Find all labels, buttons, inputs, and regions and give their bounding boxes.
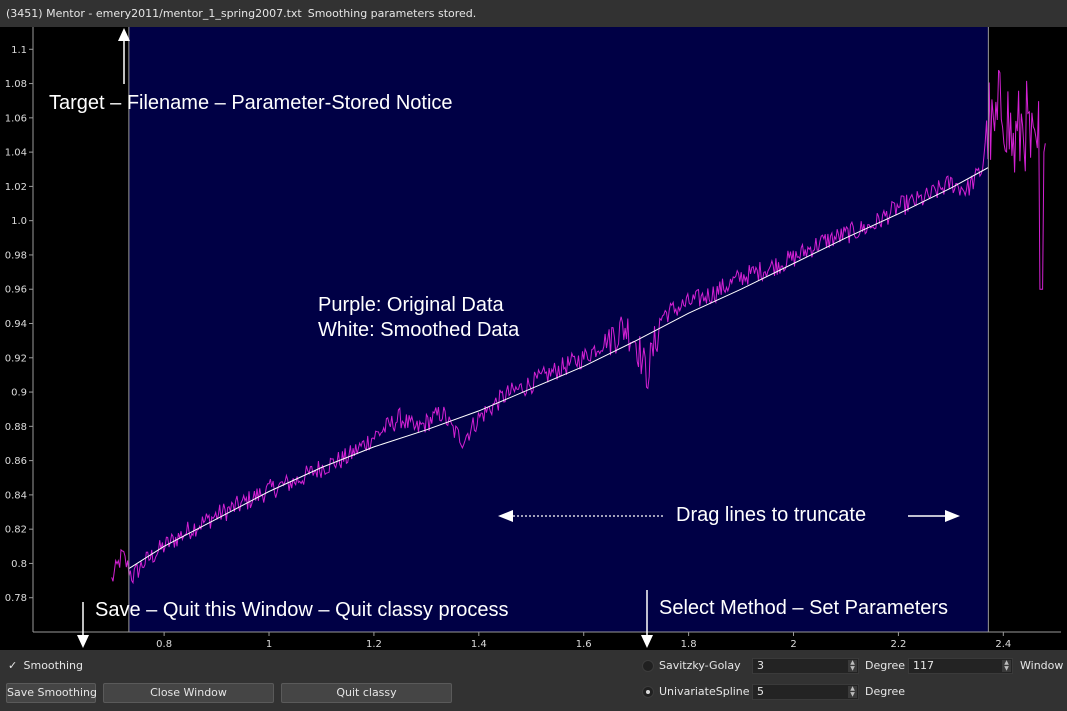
arrowhead-left-icon <box>498 510 513 522</box>
x-tick-label: 2 <box>790 639 796 650</box>
y-tick-label: 1.02 <box>5 182 27 193</box>
window-title: (3451) Mentor - emery2011/mentor_1_sprin… <box>6 7 302 20</box>
x-tick-label: 2.4 <box>995 639 1011 650</box>
sg-window-label: Window <box>1020 659 1064 672</box>
y-tick-label: 1.06 <box>5 113 27 124</box>
axes: 0.8 1 1.2 1.4 1.6 1.8 2 2.2 2.4 0.78 0.8 0.82 0.84 0.… <box>5 27 1061 650</box>
save-smoothing-button[interactable]: Save Smoothing <box>6 683 97 703</box>
x-tick-label: 1 <box>266 639 272 650</box>
quit-classy-button[interactable]: Quit classy <box>281 683 452 703</box>
spin-arrows-icon[interactable]: ▲ ▼ <box>1002 660 1011 672</box>
y-tick-label: 0.9 <box>11 388 27 399</box>
annotation-top: Target – Filename – Parameter-Stored Not… <box>49 92 453 114</box>
spin-arrows-icon[interactable]: ▲ ▼ <box>848 660 857 672</box>
x-tick-label: 1.8 <box>681 639 697 650</box>
univariate-spline-label: UnivariateSpline <box>659 685 750 698</box>
us-degree-spinbox[interactable]: 5 ▲ ▼ <box>752 684 859 700</box>
sg-window-value: 117 <box>913 659 934 672</box>
y-tick-label: 0.94 <box>5 319 27 330</box>
control-panel: ✓ Smoothing Save Smoothing Close Window … <box>0 650 1067 711</box>
arrowhead-up-icon <box>118 28 130 41</box>
title-bar: (3451) Mentor - emery2011/mentor_1_sprin… <box>0 0 1067 27</box>
legend-smoothed: White: Smoothed Data <box>318 319 520 341</box>
y-tick-label: 0.78 <box>5 593 27 604</box>
smoothing-label: Smoothing <box>23 659 83 672</box>
y-tick-label: 1.04 <box>5 148 27 159</box>
annotation-bottom-left: Save – Quit this Window – Quit classy pr… <box>95 599 509 621</box>
annotation-drag: Drag lines to truncate <box>676 504 866 526</box>
arrowhead-right-icon <box>945 510 960 522</box>
smoothing-checkbox[interactable]: ✓ Smoothing <box>8 658 83 674</box>
sg-degree-spinbox[interactable]: 3 ▲ ▼ <box>752 658 859 674</box>
sg-degree-label: Degree <box>865 659 906 672</box>
x-tick-label: 1.6 <box>576 639 592 650</box>
us-degree-label: Degree <box>865 685 906 698</box>
arrowhead-down-right-icon <box>641 635 653 648</box>
smoothed-data-line <box>128 167 989 570</box>
sg-degree-value: 3 <box>757 659 764 672</box>
x-tick-label: 0.8 <box>156 639 172 650</box>
original-data-line <box>111 69 1046 585</box>
y-tick-label: 0.82 <box>5 525 27 536</box>
selected-range <box>128 27 989 632</box>
us-degree-value: 5 <box>757 685 764 698</box>
smoothing-plot[interactable]: 0.8 1 1.2 1.4 1.6 1.8 2 2.2 2.4 0.78 0.8 0.82 0.84 0.… <box>0 27 1067 650</box>
y-tick-label: 0.86 <box>5 456 27 467</box>
y-tick-label: 1.1 <box>11 45 27 56</box>
savitzky-golay-radio[interactable] <box>642 660 654 672</box>
y-tick-label: 1.0 <box>11 216 27 227</box>
plot-canvas[interactable]: 0.8 1 1.2 1.4 1.6 1.8 2 2.2 2.4 0.78 0.8 0.82 0.84 0.… <box>0 27 1067 650</box>
y-tick-label: 1.08 <box>5 79 27 90</box>
arrowhead-down-left-icon <box>77 635 89 648</box>
legend-original: Purple: Original Data <box>318 294 505 316</box>
x-tick-label: 2.2 <box>890 639 906 650</box>
annotation-arrows <box>77 28 960 648</box>
x-tick-label: 1.4 <box>471 639 487 650</box>
annotation-bottom-right: Select Method – Set Parameters <box>659 597 948 619</box>
x-tick-label: 1.2 <box>366 639 382 650</box>
y-tick-label: 0.98 <box>5 250 27 261</box>
spin-arrows-icon[interactable]: ▲ ▼ <box>848 686 857 698</box>
y-tick-label: 0.88 <box>5 422 27 433</box>
close-window-button[interactable]: Close Window <box>103 683 274 703</box>
y-tick-label: 0.84 <box>5 490 27 501</box>
sg-window-spinbox[interactable]: 117 ▲ ▼ <box>908 658 1013 674</box>
y-tick-label: 0.92 <box>5 353 27 364</box>
y-tick-label: 0.96 <box>5 285 27 296</box>
savitzky-golay-label: Savitzky-Golay <box>659 659 741 672</box>
checkmark-icon: ✓ <box>8 659 18 672</box>
status-notice: Smoothing parameters stored. <box>307 7 477 20</box>
y-tick-label: 0.8 <box>11 559 27 570</box>
univariate-spline-radio[interactable] <box>642 686 654 698</box>
